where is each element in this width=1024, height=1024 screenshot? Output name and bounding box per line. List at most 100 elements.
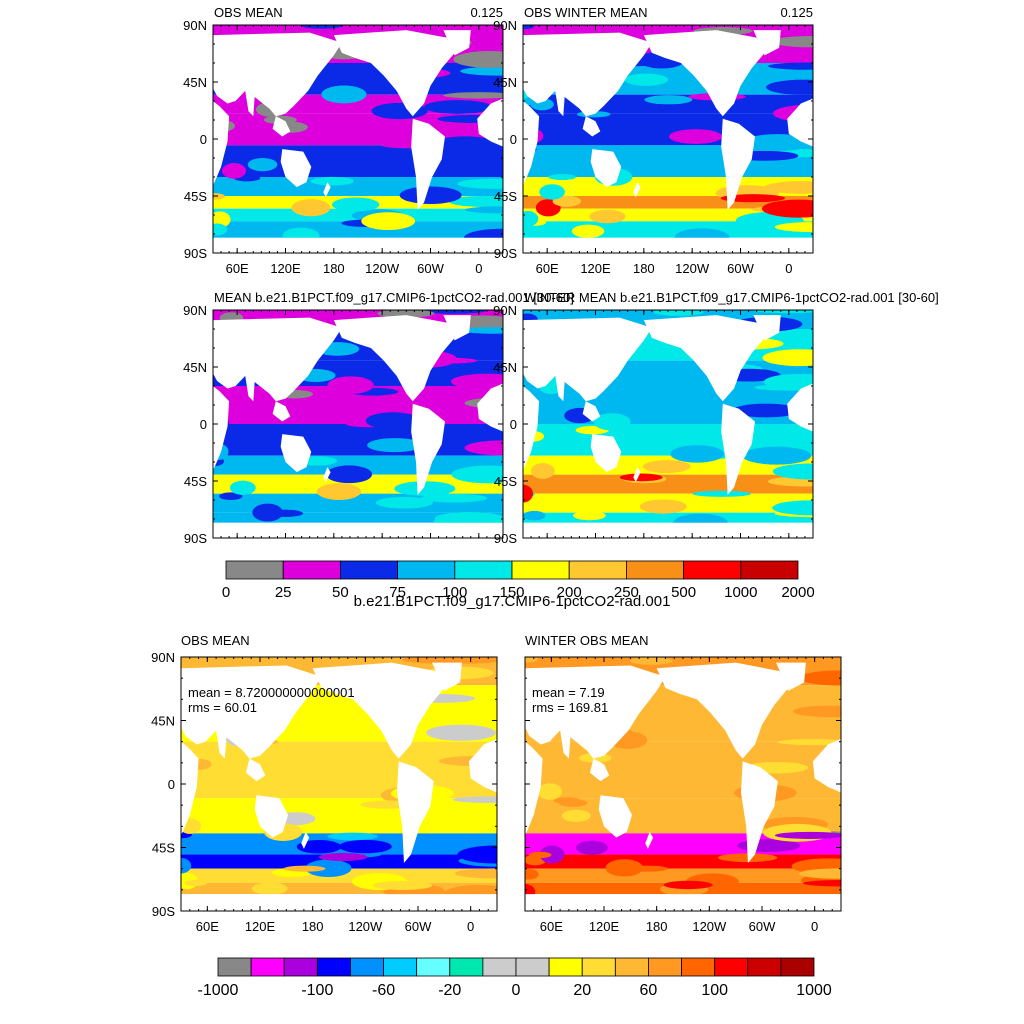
lat-tick-label: 45N [151, 714, 175, 729]
colorbar-label: 2000 [781, 584, 814, 601]
lon-tick-label: 60E [226, 261, 249, 276]
map-panel-1: 90N 45N 0 45S 90S 60E 120E 180 120W 60W 0 OBS MEAN 0… [183, 5, 504, 276]
lon-tick-label: 60W [417, 261, 444, 276]
colorbar-swatch [747, 957, 782, 977]
colorbar-swatch [683, 560, 742, 580]
lon-tick-label: 120E [245, 919, 276, 934]
diff-map-panel-1: 90N 45N 0 45S 90S 60E 120E 180 120W 60W 0 OBS MEAN m… [151, 633, 498, 934]
lon-tick-label: 60E [196, 919, 219, 934]
map-panel-2: 90N 45N 0 45S 90S 60E 120E 180 120W 60W 0 OBS WINTE… [493, 5, 814, 276]
lat-tick-label: 45S [494, 189, 517, 204]
map-panel-4: 90N 45N 0 45S 90S WINTER MEAN b.e21.B1PCT.f09… [493, 290, 939, 546]
lon-tick-label: 120W [365, 261, 400, 276]
lat-tick-label: 45N [183, 360, 207, 375]
colorbar-label: 0 [512, 982, 521, 999]
lat-tick-label: 90S [494, 246, 517, 261]
colorbar-swatch [568, 560, 627, 580]
rms-stat: rms = 169.81 [532, 700, 608, 715]
map-field [213, 310, 503, 538]
lon-tick-label: 180 [302, 919, 324, 934]
section-title: b.e21.B1PCT.f09_g17.CMIP6-1pctCO2-rad.00… [354, 593, 671, 610]
panel-scale-label: 0.125 [470, 5, 503, 20]
colorbar-swatch [581, 957, 616, 977]
lon-tick-label: 0 [785, 261, 792, 276]
colorbar-bottom: -1000 -100 -60 -20 0 20 60 100 1000 [198, 957, 832, 999]
colorbar-label: 50 [332, 584, 349, 601]
lat-tick-label: 45N [493, 360, 517, 375]
mean-stat: mean = 8.720000000000001 [188, 685, 355, 700]
colorbar-swatch [714, 957, 749, 977]
colorbar-swatch [454, 560, 513, 580]
colorbar-swatch [316, 957, 351, 977]
map-field [181, 657, 497, 911]
colorbar-swatch [614, 957, 649, 977]
colorbar-swatch [339, 560, 398, 580]
colorbar-label: 75 [389, 584, 406, 601]
lon-tick-label: 60W [405, 919, 432, 934]
lon-tick-label: 120W [675, 261, 710, 276]
colorbar-swatch [225, 560, 284, 580]
lat-tick-label: 0 [510, 132, 517, 147]
panel-title: MEAN b.e21.B1PCT.f09_g17.CMIP6-1pctCO2-r… [214, 290, 574, 305]
colorbar-label: 200 [557, 584, 582, 601]
colorbar-label: 1000 [724, 584, 757, 601]
diff-map-panel-2: 60E 120E 180 120W 60W 0 WINTER OBS MEAN mean = … [524, 633, 842, 934]
lon-tick-label: 180 [646, 919, 668, 934]
colorbar-label: -20 [438, 982, 461, 999]
panel-scale-label: 0.125 [780, 5, 813, 20]
colorbar-label: 25 [275, 584, 292, 601]
lat-tick-label: 0 [200, 417, 207, 432]
colorbar-swatch [416, 957, 451, 977]
lon-tick-label: 180 [323, 261, 345, 276]
map-field [525, 657, 841, 911]
colorbar-swatch [250, 957, 285, 977]
lat-tick-label: 0 [200, 132, 207, 147]
colorbar-swatch [449, 957, 484, 977]
colorbar-swatch [626, 560, 685, 580]
panel-title: OBS WINTER MEAN [524, 5, 648, 20]
lat-tick-label: 45S [152, 841, 175, 856]
lat-tick-label: 45S [494, 474, 517, 489]
colorbar-swatch [350, 957, 384, 977]
colorbar-swatch [383, 957, 418, 977]
lat-tick-label: 90N [183, 303, 207, 318]
map-panel-3: 90N 45N 0 45S 90S MEAN b.e21.B1PCT.f09_g17.CM… [183, 290, 574, 546]
panel-title: OBS MEAN [181, 633, 250, 648]
colorbar-label: 500 [671, 584, 696, 601]
lon-tick-label: 60E [540, 919, 563, 934]
panel-title: OBS MEAN [214, 5, 283, 20]
mean-stat: mean = 7.19 [532, 685, 605, 700]
map-field [523, 25, 813, 253]
lon-tick-label: 120W [692, 919, 727, 934]
colorbar-label: 60 [640, 982, 658, 999]
colorbar-swatch [511, 560, 570, 580]
panel-title: WINTER MEAN b.e21.B1PCT.f09_g17.CMIP6-1p… [524, 290, 939, 305]
colorbar-swatch [648, 957, 682, 977]
lon-tick-label: 120E [270, 261, 301, 276]
lat-tick-label: 0 [510, 417, 517, 432]
lat-tick-label: 90S [152, 904, 175, 919]
colorbar-label: -60 [372, 982, 395, 999]
colorbar-swatch [740, 560, 799, 580]
colorbar-label: 0 [222, 584, 230, 601]
map-field [213, 25, 503, 253]
lon-tick-label: 60W [727, 261, 754, 276]
lat-tick-label: 90N [151, 650, 175, 665]
lon-tick-label: 0 [811, 919, 818, 934]
lon-tick-label: 120W [348, 919, 383, 934]
colorbar-swatch [397, 560, 456, 580]
lon-tick-label: 60E [536, 261, 559, 276]
colorbar-label: 1000 [796, 982, 832, 999]
colorbar-top: 0 25 50 75 100 150 200 250 500 1000 2000 [222, 560, 815, 601]
map-field [523, 310, 813, 538]
lon-tick-label: 120E [580, 261, 611, 276]
lon-tick-label: 180 [633, 261, 655, 276]
colorbar-swatch [282, 560, 341, 580]
panel-title: WINTER OBS MEAN [525, 633, 649, 648]
colorbar-label: 20 [573, 982, 591, 999]
lat-tick-label: 0 [168, 777, 175, 792]
colorbar-label: -1000 [198, 982, 239, 999]
colorbar-label: -100 [301, 982, 333, 999]
